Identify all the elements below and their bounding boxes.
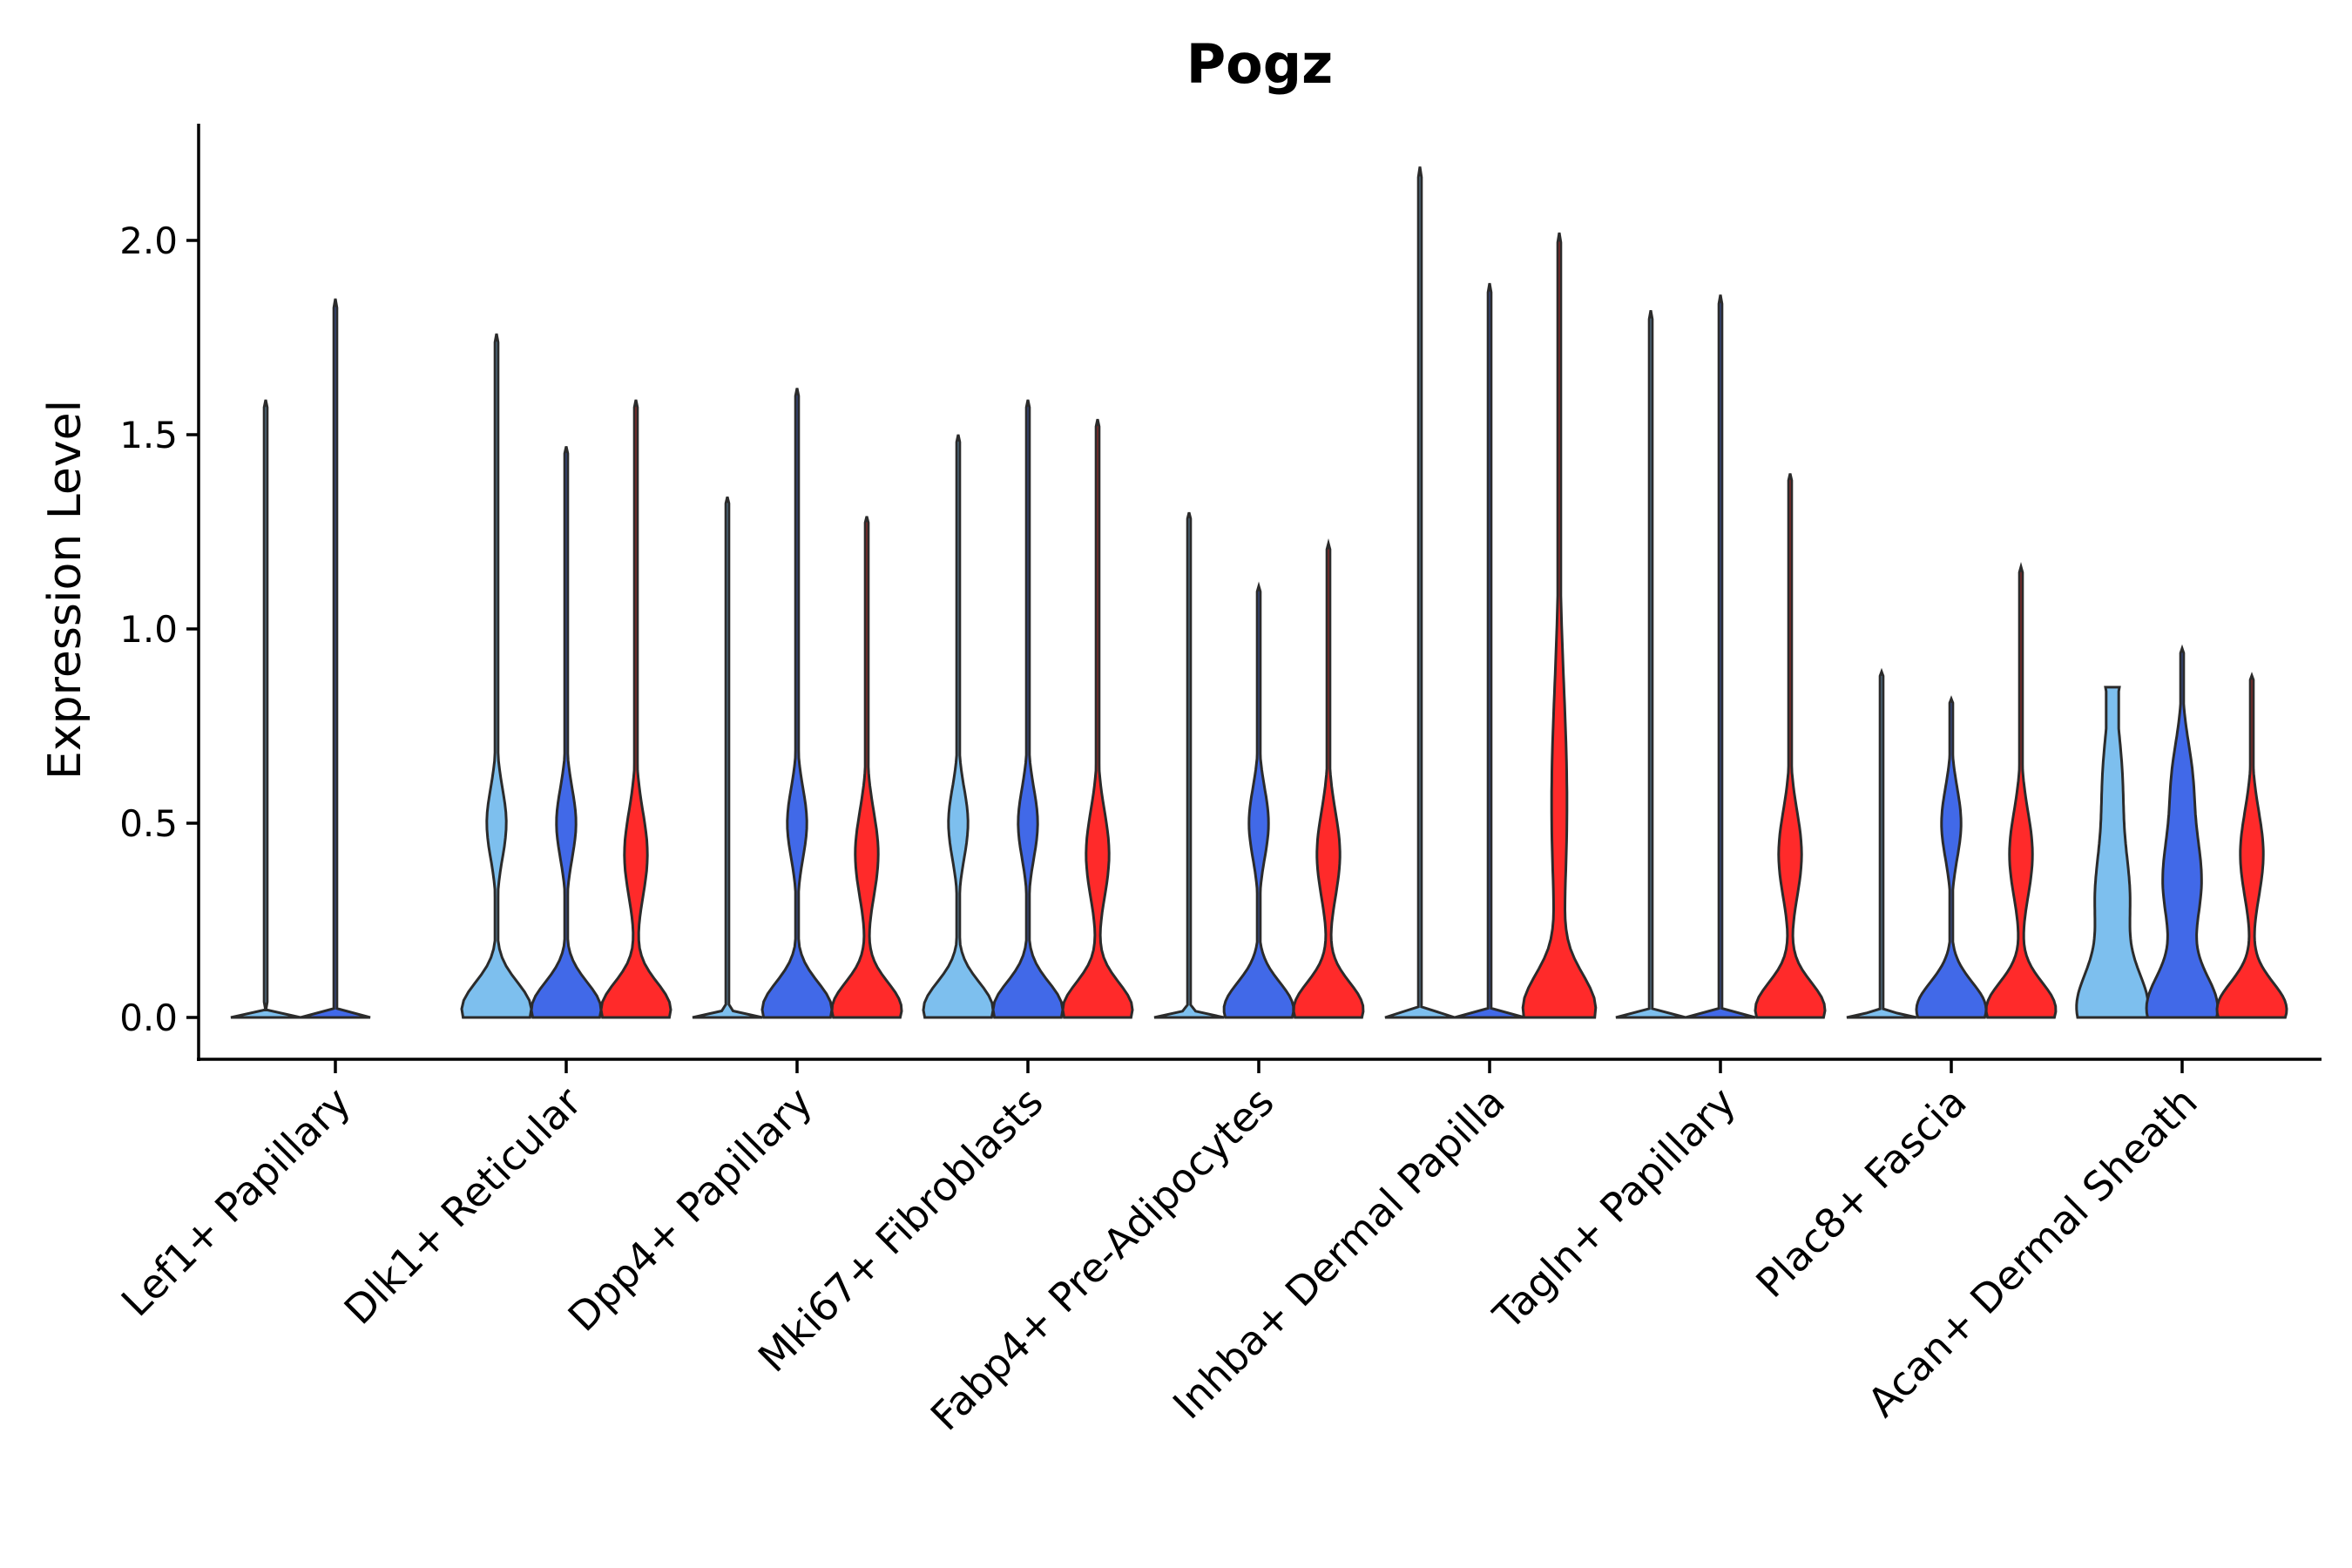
violin-2-9: [2145, 644, 2220, 1019]
violin-3-2: [599, 399, 672, 1019]
violin-3-7: [1754, 473, 1827, 1019]
violin-1-9: [2075, 686, 2150, 1019]
violin-2-4: [991, 399, 1064, 1019]
x-tick-label: Dpp4+ Papillary: [559, 1078, 821, 1341]
y-tick-label: 1.0: [119, 608, 178, 651]
x-tick-label: Dlk1+ Reticular: [335, 1078, 591, 1334]
violin-1-4: [922, 434, 995, 1019]
violin-1-1: [230, 399, 301, 1019]
x-tick-label: Tagln+ Papillary: [1484, 1078, 1745, 1340]
violin-3-9: [2215, 672, 2288, 1019]
y-tick-label: 0.5: [119, 802, 178, 845]
violin-1-2: [460, 333, 533, 1019]
violin-3-5: [1292, 538, 1365, 1019]
violin-3-6: [1521, 232, 1598, 1019]
y-tick-label: 1.5: [119, 414, 178, 456]
y-tick-label: 2.0: [119, 220, 178, 262]
violin-1-6: [1384, 166, 1456, 1019]
chart-title: Pogz: [1186, 32, 1334, 96]
violin-1-3: [692, 497, 763, 1019]
violin-3-4: [1061, 418, 1134, 1019]
y-axis-label: Expression Level: [39, 400, 91, 780]
violin-2-2: [530, 446, 603, 1019]
violin-2-1: [300, 298, 371, 1019]
violin-2-3: [760, 388, 834, 1019]
violin-2-5: [1222, 581, 1295, 1019]
violin-1-7: [1615, 310, 1686, 1019]
violin-2-8: [1915, 695, 1988, 1019]
violin-3-8: [1984, 561, 2058, 1019]
y-ticks: 0.0 0.5 1.0 1.5 2.0: [119, 220, 199, 1039]
x-tick-label: Plac8+ Fascia: [1747, 1078, 1975, 1307]
violins: [230, 166, 2288, 1019]
violin-1-8: [1846, 667, 1917, 1019]
violin-2-6: [1454, 282, 1525, 1019]
x-tick-label: Lef1+ Papillary: [112, 1078, 360, 1326]
violin-1-5: [1153, 511, 1225, 1019]
violin-2-7: [1685, 294, 1756, 1019]
violin-3-3: [830, 516, 903, 1019]
y-tick-label: 0.0: [119, 997, 178, 1039]
